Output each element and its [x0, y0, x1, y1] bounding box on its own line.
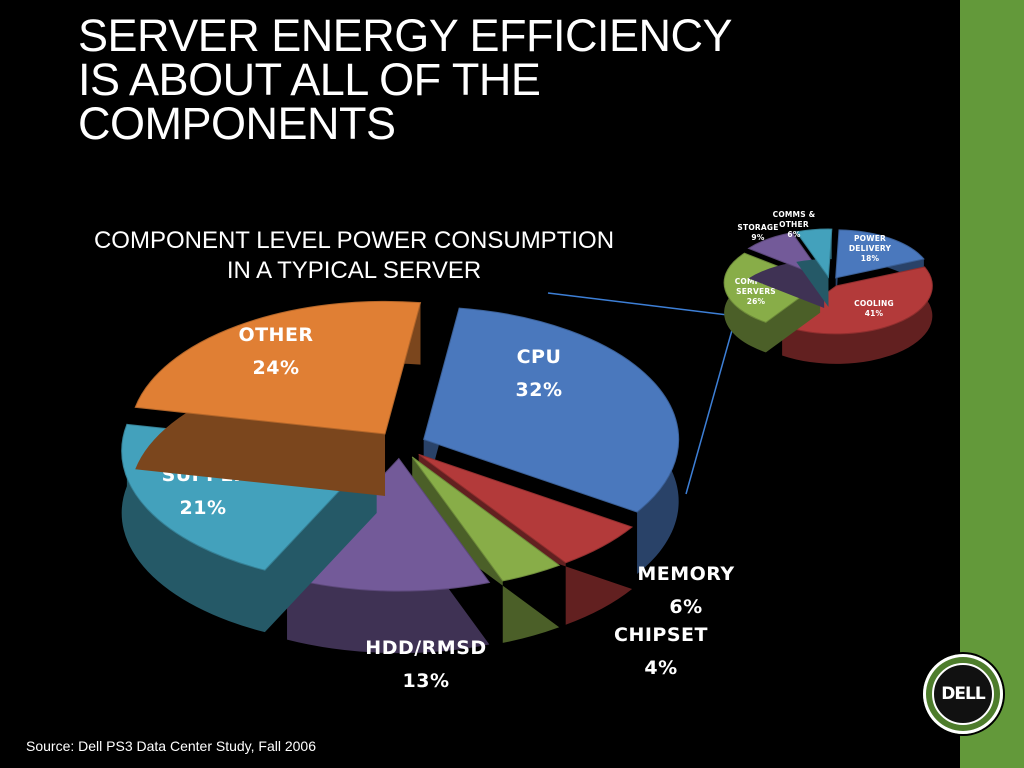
power-delivery-label: POWER DELIVERY 18%: [849, 234, 892, 263]
source-note: Source: Dell PS3 Data Center Study, Fall…: [26, 738, 317, 754]
comms-other-label-line: OTHER: [779, 220, 809, 229]
cooling-slice: [781, 266, 933, 335]
cooling-label-line: 41%: [865, 309, 884, 318]
hdd-rmsd-label-line: 13%: [403, 670, 450, 692]
cpu-label: CPU 32%: [516, 346, 563, 401]
cpu-label-line: 32%: [516, 379, 563, 401]
memory-slice-side: [418, 454, 633, 625]
memory-label-line: 6%: [669, 596, 702, 618]
connector-line-top: [547, 292, 737, 317]
compute-servers-label-line: SERVERS: [736, 287, 776, 296]
storage-label: STORAGE 9%: [737, 223, 778, 242]
memory-label: MEMORY 6%: [637, 563, 734, 618]
hdd-rmsd-label-line: HDD/RMSD: [365, 637, 486, 659]
cooling-label-line: COOLING: [854, 299, 894, 308]
power-delivery-slice: [835, 229, 925, 279]
power-delivery-label-line: DELIVERY: [849, 244, 892, 253]
power-delivery-label-line: POWER: [854, 234, 886, 243]
memory-slice: [418, 453, 634, 564]
chart-title-line-1: COMPONENT LEVEL POWER CONSUMPTION: [93, 227, 615, 254]
memory-label-line: MEMORY: [637, 563, 734, 585]
storage-label-line: 9%: [751, 233, 764, 242]
comms-other-label-line: 6%: [787, 230, 800, 239]
component-power-pie: CPU32%MEMORY6%CHIPSET4%HDD/RMSD13%POWERS…: [121, 300, 734, 692]
other-label-line: OTHER: [238, 324, 313, 346]
cooling-label: COOLING 41%: [854, 299, 894, 318]
slide-title-line-3: COMPONENTS: [78, 98, 396, 149]
datacenter-power-pie: POWER DELIVERY 18% COOLING 41% COMPUTE SERVERS…: [723, 210, 933, 364]
chart-title: COMPONENT LEVEL POWER CONSUMPTION IN A T…: [40, 226, 668, 286]
storage-label-line: STORAGE: [737, 223, 778, 232]
comms-other-slice: [795, 228, 833, 279]
dell-logo: DELL: [923, 654, 1003, 734]
compute-servers-label: COMPUTE SERVERS 26%: [735, 277, 778, 306]
chart-title-line-2: IN A TYPICAL SERVER: [226, 257, 482, 284]
comms-other-label: COMMS & OTHER 6%: [773, 210, 816, 239]
other-slice: [134, 300, 422, 435]
compute-servers-label-line: 26%: [747, 297, 766, 306]
hdd-rmsd-slice-side: [287, 458, 490, 654]
cpu-slice: [423, 307, 680, 513]
power-supply-slice-side: [121, 424, 377, 633]
hdd-rmsd-label: HDD/RMSD 13%: [365, 637, 486, 692]
slide-title-line-1: SERVER ENERGY EFFICIENCY: [78, 10, 733, 61]
other-label: OTHER 24%: [238, 324, 313, 379]
chipset-label-line: CHIPSET: [614, 624, 708, 646]
connector-line-bottom: [685, 315, 737, 495]
chipset-slice: [411, 456, 561, 582]
slide-title-line-2: IS ABOUT ALL OF THE: [78, 54, 541, 105]
power-supply-label-line: 21%: [180, 497, 227, 519]
dell-logo-badge: DELL: [932, 663, 994, 725]
dell-logo-text: DELL: [941, 684, 985, 704]
accent-side-bar: [960, 0, 1024, 768]
comms-other-label-line: COMMS &: [773, 210, 816, 219]
compute-servers-label-line: COMPUTE: [735, 277, 778, 286]
chipset-label-line: 4%: [644, 657, 677, 679]
cpu-label-line: CPU: [517, 346, 562, 368]
chipset-label: CHIPSET 4%: [614, 624, 708, 679]
compute-servers-slice-side: [724, 253, 821, 353]
compute-servers-slice: [723, 252, 822, 323]
slide-title: SERVER ENERGY EFFICIENCY IS ABOUT ALL OF…: [78, 10, 958, 149]
power-delivery-label-line: 18%: [861, 254, 880, 263]
other-label-line: 24%: [253, 357, 300, 379]
